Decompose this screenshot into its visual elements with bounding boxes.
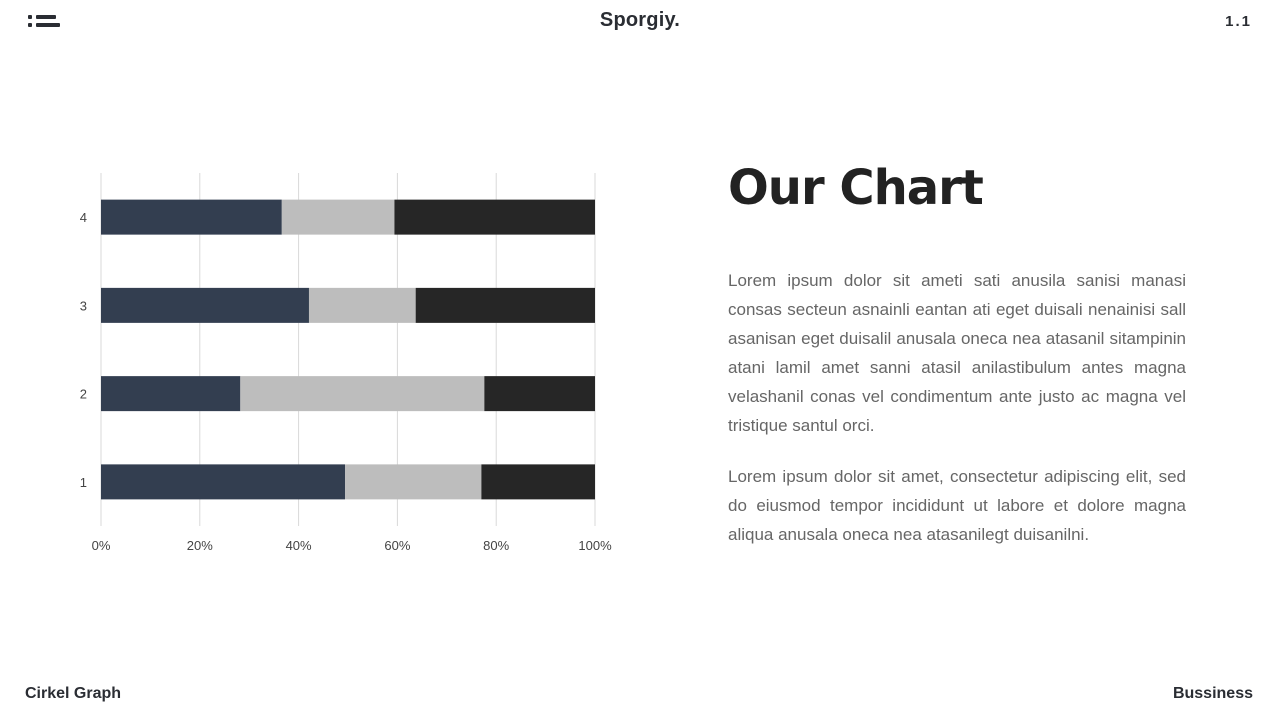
bar-segment [240, 376, 485, 412]
page-heading: Our Chart [728, 160, 984, 216]
menu-line [36, 15, 56, 19]
bar-segment [101, 464, 346, 500]
bar-segment [101, 376, 241, 412]
bar-segment [481, 464, 595, 500]
menu-line [36, 23, 60, 27]
brand-title: Sporgiy. [599, 9, 681, 31]
x-tick-label: 0% [92, 538, 111, 553]
bar-segment [345, 464, 482, 500]
body-paragraph-2: Lorem ipsum dolor sit amet, consectetur … [728, 467, 1186, 544]
body-paragraph-1: Lorem ipsum dolor sit ameti sati anusila… [728, 271, 1186, 435]
x-tick-label: 100% [578, 538, 612, 553]
y-tick-label: 3 [80, 298, 87, 313]
footer-section-title: Cirkel Graph [25, 685, 122, 702]
bar-segment [281, 199, 395, 235]
x-tick-label: 40% [286, 538, 312, 553]
x-tick-label: 60% [384, 538, 410, 553]
bar-segment [101, 287, 309, 323]
bar-segment [394, 199, 595, 235]
bar-segment [415, 287, 595, 323]
y-tick-label: 1 [80, 475, 87, 490]
bar-segment [101, 199, 282, 235]
footer-category: Bussiness [1172, 685, 1253, 702]
y-tick-label: 4 [80, 210, 87, 225]
menu-dot [28, 15, 32, 19]
bar-segment [308, 287, 416, 323]
x-tick-label: 20% [187, 538, 213, 553]
menu-icon[interactable] [28, 15, 60, 31]
menu-dot [28, 23, 32, 27]
bar-segment [484, 376, 595, 412]
x-tick-label: 80% [483, 538, 509, 553]
page-number: 1.1 [1225, 13, 1252, 30]
y-tick-label: 2 [80, 387, 87, 402]
